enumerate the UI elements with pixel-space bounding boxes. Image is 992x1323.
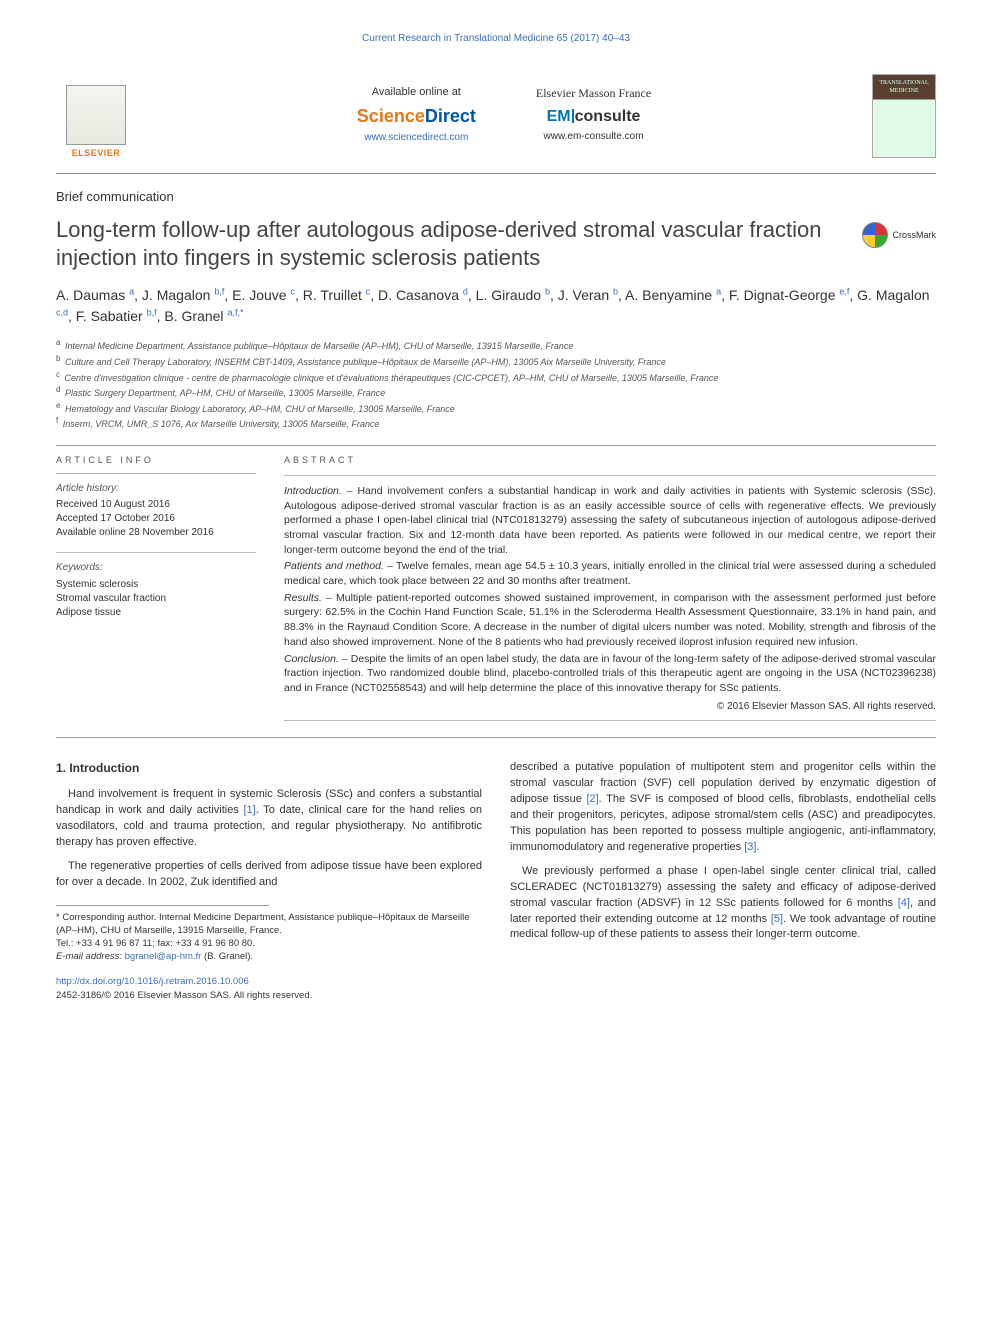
keywords-label: Keywords: (56, 561, 256, 576)
divider (56, 445, 936, 446)
publisher-header: ELSEVIER Available online at ScienceDire… (56, 71, 936, 174)
keyword-2: Stromal vascular fraction (56, 592, 256, 606)
body-paragraph: We previously performed a phase I open-l… (510, 864, 936, 944)
history-label: Article history: (56, 482, 256, 497)
footnote-separator (56, 905, 269, 906)
footnote-tel: Tel.: +33 4 91 96 87 11; fax: +33 4 91 9… (56, 938, 482, 951)
body-column-right: described a putative population of multi… (510, 760, 936, 963)
sciencedirect-suffix: Direct (425, 106, 476, 126)
abstract-patients-label: Patients and method. – (284, 560, 393, 572)
issn-copyright: 2452-3186/© 2016 Elsevier Masson SAS. Al… (56, 989, 936, 1003)
running-header: Current Research in Translational Medici… (56, 32, 936, 47)
received-date: Received 10 August 2016 (56, 498, 256, 512)
body-text: . (756, 841, 759, 853)
abstract-bottom-divider (284, 720, 936, 721)
body-columns: 1. Introduction Hand involvement is freq… (56, 760, 936, 963)
ref-link-1[interactable]: [1] (243, 804, 255, 816)
crossmark-icon (862, 222, 888, 248)
keyword-1: Systemic sclerosis (56, 578, 256, 592)
body-paragraph: The regenerative properties of cells der… (56, 859, 482, 891)
abstract-results-label: Results. – (284, 592, 332, 604)
author-list: A. Daumas a, J. Magalon b,f, E. Jouve c,… (56, 285, 936, 327)
abstract-conclusion-text: Despite the limits of an open label stud… (284, 653, 936, 694)
ref-link-2[interactable]: [2] (586, 793, 598, 805)
article-info-sidebar: ARTICLE INFO Article history: Received 1… (56, 454, 256, 729)
available-online-label: Available online at (357, 85, 476, 101)
divider (56, 737, 936, 738)
keyword-3: Adipose tissue (56, 606, 256, 620)
doi-link[interactable]: http://dx.doi.org/10.1016/j.retram.2016.… (56, 975, 936, 989)
elsevier-label: ELSEVIER (72, 147, 121, 160)
email-label: E-mail address: (56, 951, 122, 962)
footnote-corr: * Corresponding author. Internal Medicin… (56, 912, 482, 938)
elsevier-tree-icon (66, 85, 126, 145)
online-date: Available online 28 November 2016 (56, 526, 256, 540)
abstract-intro-label: Introduction. – (284, 485, 353, 497)
sciencedirect-block: Available online at ScienceDirect www.sc… (357, 85, 476, 146)
article-type-label: Brief communication (56, 188, 936, 207)
abstract-divider (284, 475, 936, 476)
body-paragraph: described a putative population of multi… (510, 760, 936, 856)
journal-cover-text: TRANSLATIONAL MEDICINE (879, 80, 928, 95)
email-name: (B. Granel). (204, 951, 253, 962)
abstract-results-text: Multiple patient-reported outcomes showe… (284, 592, 936, 648)
abstract-block: ABSTRACT Introduction. – Hand involvemen… (284, 454, 936, 729)
emconsulte-logo[interactable]: EMconsulte (536, 105, 651, 128)
crossmark-widget[interactable]: CrossMark (862, 216, 936, 248)
abstract-heading: ABSTRACT (284, 454, 936, 467)
info-divider (56, 552, 256, 553)
body-text: We previously performed a phase I open-l… (510, 865, 936, 909)
ref-link-4[interactable]: [4] (898, 897, 910, 909)
elsevier-logo: ELSEVIER (56, 71, 136, 161)
body-column-left: 1. Introduction Hand involvement is freq… (56, 760, 482, 963)
article-info-heading: ARTICLE INFO (56, 454, 256, 467)
emconsulte-url[interactable]: www.em-consulte.com (536, 130, 651, 145)
em-suffix: consulte (575, 108, 641, 125)
email-link[interactable]: bgranel@ap-hm.fr (125, 951, 202, 962)
section-1-heading: 1. Introduction (56, 760, 482, 777)
info-divider (56, 473, 256, 474)
journal-cover-thumbnail: TRANSLATIONAL MEDICINE (872, 74, 936, 158)
crossmark-label: CrossMark (892, 229, 936, 242)
abstract-conclusion-label: Conclusion. – (284, 653, 348, 665)
em-bar-icon (572, 109, 574, 123)
corresponding-author-footnote: * Corresponding author. Internal Medicin… (56, 912, 482, 963)
abstract-intro-text: Hand involvement confers a substantial h… (284, 485, 936, 556)
body-paragraph: Hand involvement is frequent in systemic… (56, 787, 482, 851)
affiliation-list: a Internal Medicine Department, Assistan… (56, 337, 936, 431)
elsevier-masson-label: Elsevier Masson France (536, 85, 651, 102)
accepted-date: Accepted 17 October 2016 (56, 512, 256, 526)
abstract-copyright: © 2016 Elsevier Masson SAS. All rights r… (284, 700, 936, 715)
sciencedirect-prefix: Science (357, 106, 425, 126)
sciencedirect-url[interactable]: www.sciencedirect.com (357, 131, 476, 146)
sciencedirect-logo[interactable]: ScienceDirect (357, 103, 476, 129)
article-title: Long-term follow-up after autologous adi… (56, 216, 850, 271)
emconsulte-block: Elsevier Masson France EMconsulte www.em… (536, 85, 651, 146)
em-prefix: EM (547, 108, 571, 125)
ref-link-5[interactable]: [5] (771, 913, 783, 925)
ref-link-3[interactable]: [3] (744, 841, 756, 853)
